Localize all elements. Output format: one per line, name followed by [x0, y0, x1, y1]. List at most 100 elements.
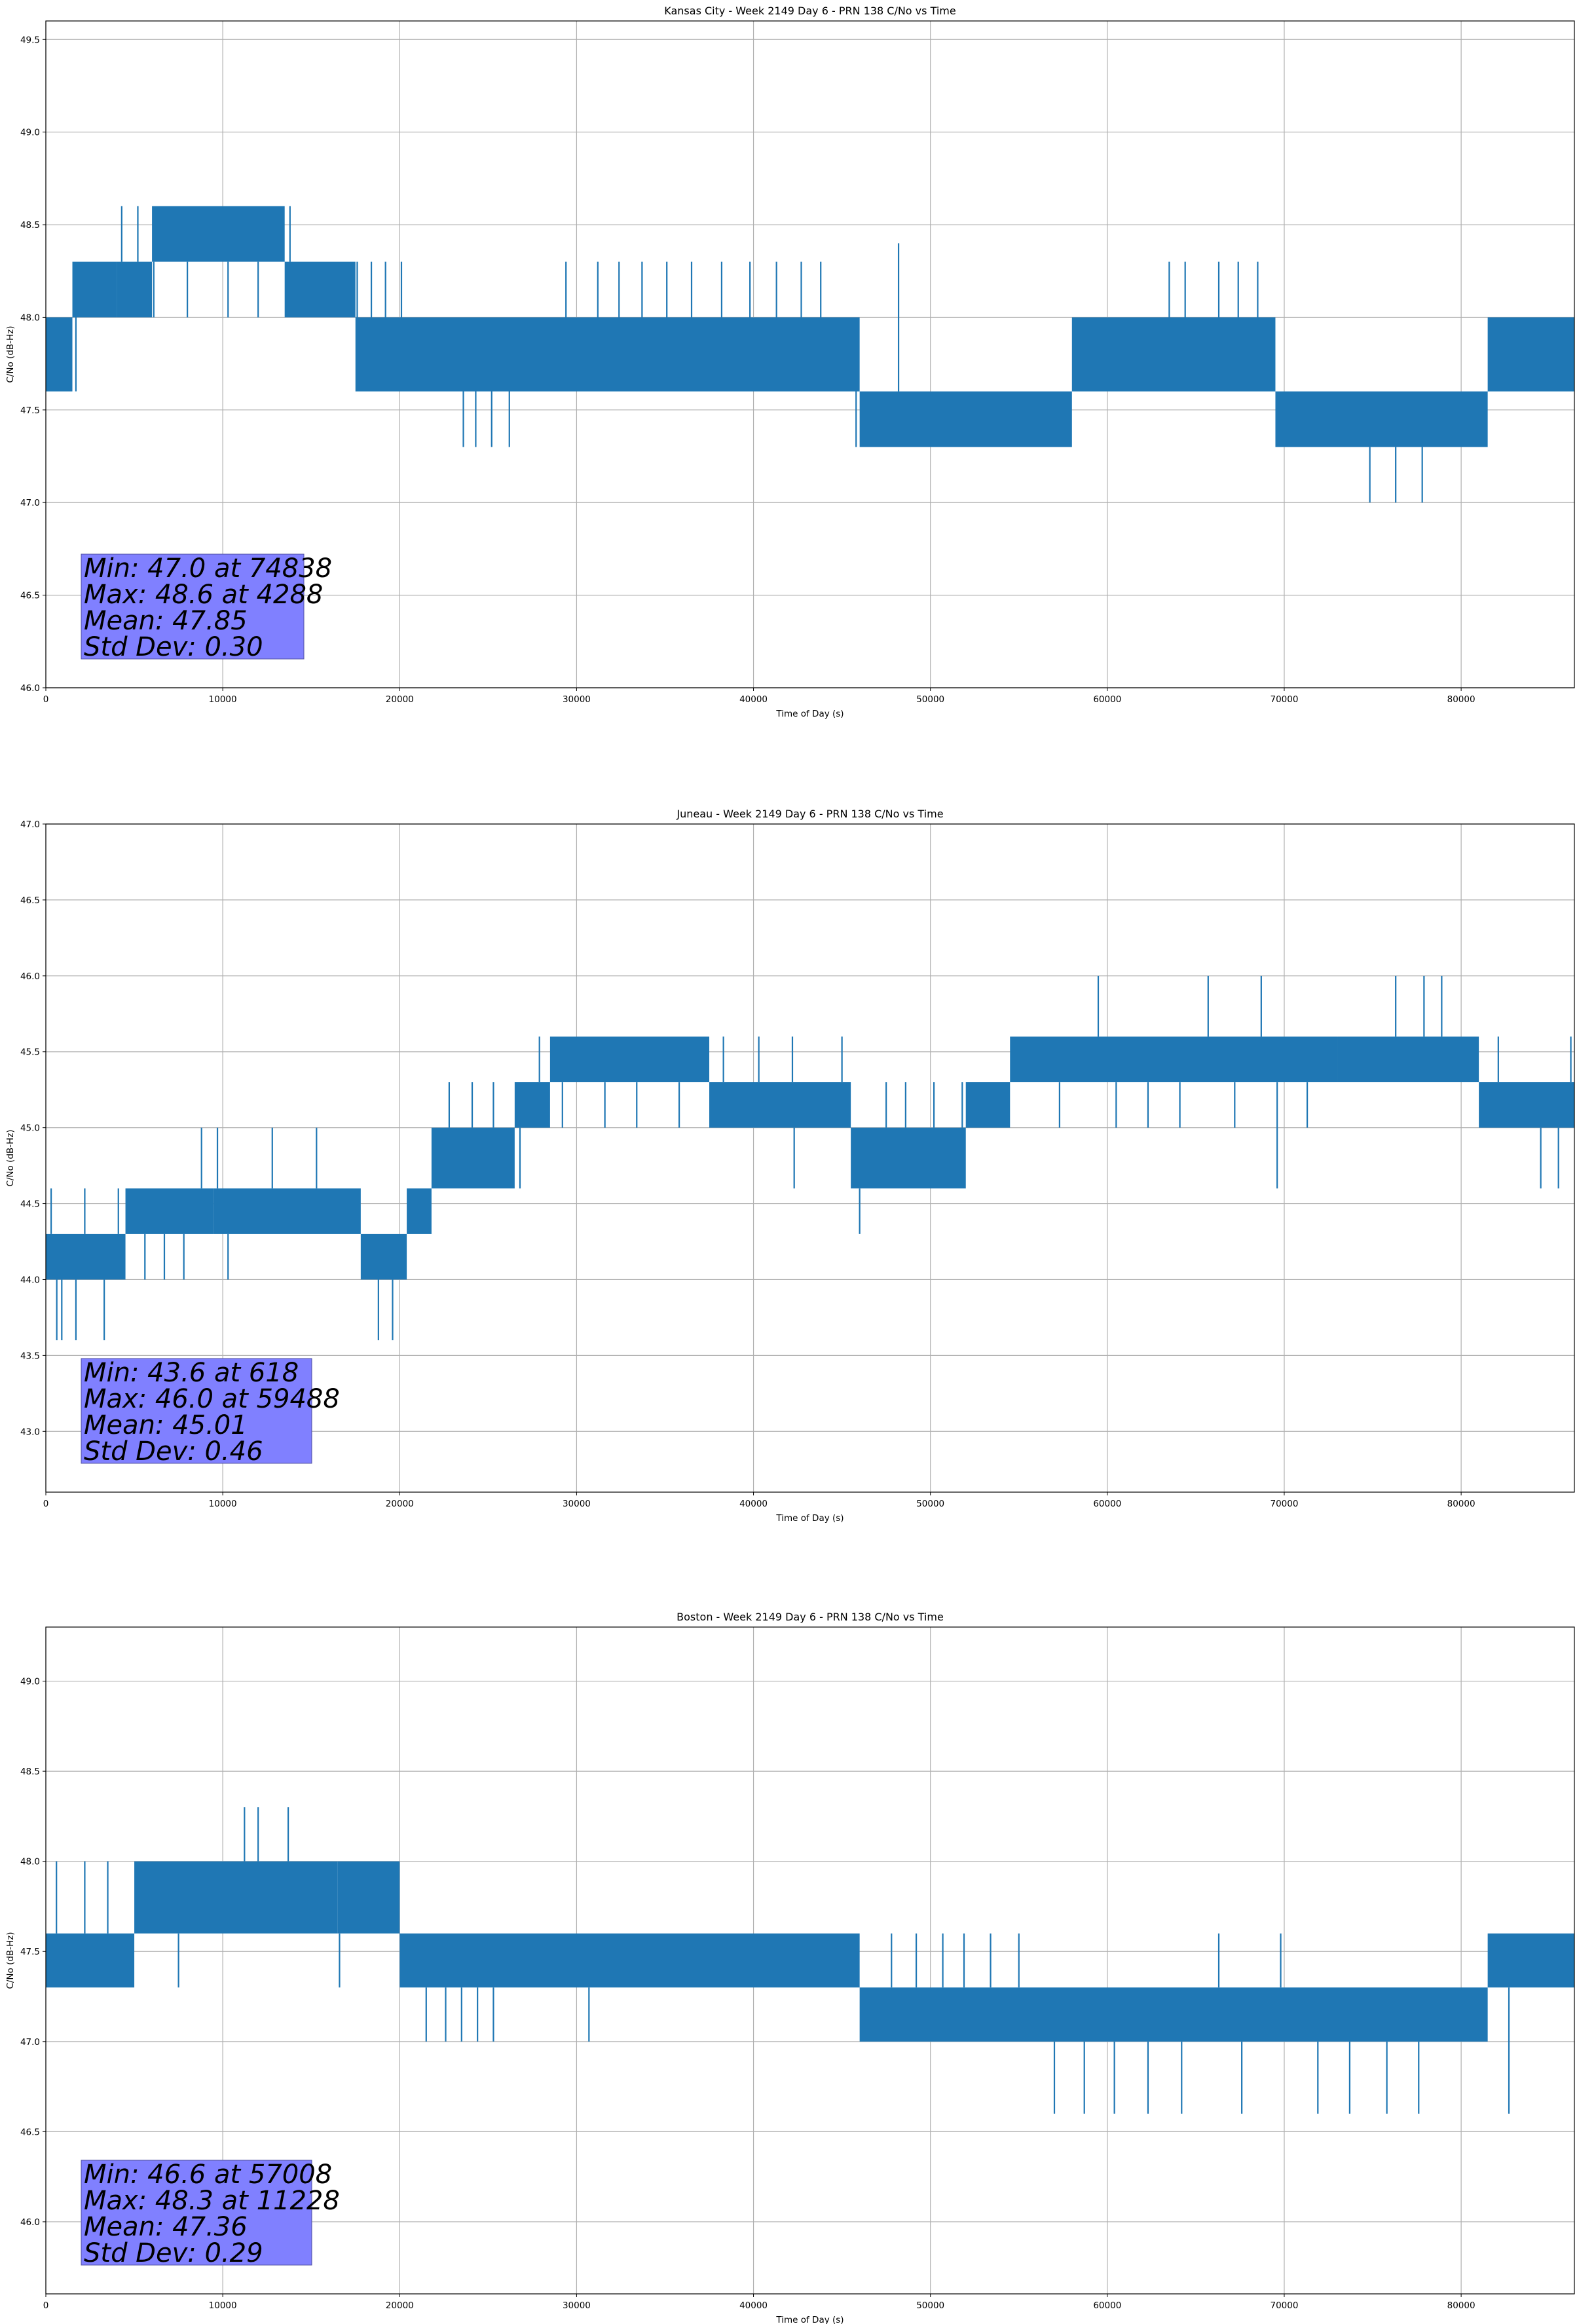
y-tick-label: 43.0	[20, 1427, 40, 1437]
series-band	[46, 317, 73, 392]
x-tick-label: 10000	[209, 694, 237, 705]
x-tick-label: 10000	[209, 2300, 237, 2311]
y-tick-label: 46.0	[20, 2217, 40, 2228]
x-tick-label: 70000	[1270, 694, 1298, 705]
x-tick-label: 50000	[916, 694, 944, 705]
series-band	[514, 1082, 550, 1128]
y-tick-label: 47.5	[20, 1947, 40, 1957]
y-tick-label: 49.5	[20, 35, 40, 45]
stats-line: Mean: 47.36	[84, 2212, 248, 2242]
stats-line: Max: 48.6 at 4288	[84, 580, 323, 610]
x-tick-label: 60000	[1093, 1499, 1121, 1509]
series-band	[1071, 317, 1276, 392]
y-tick-label: 46.5	[20, 895, 40, 906]
stats-line: Mean: 47.85	[84, 606, 248, 636]
y-tick-label: 43.5	[20, 1351, 40, 1361]
stats-line: Min: 46.6 at 57008	[84, 2160, 332, 2190]
series-band	[337, 1861, 400, 1934]
series-band	[360, 1233, 407, 1280]
series-band	[965, 1082, 1011, 1128]
stats-line: Std Dev: 0.29	[84, 2238, 263, 2268]
y-axis-label: C/No (dB-Hz)	[5, 1129, 16, 1186]
series-band	[125, 1188, 214, 1234]
series-band	[152, 206, 285, 262]
series-band	[134, 1861, 338, 1934]
series-band	[859, 391, 1072, 447]
x-axis-label: Time of Day (s)	[775, 2315, 844, 2324]
y-tick-label: 48.0	[20, 1857, 40, 1867]
series-band	[117, 261, 153, 318]
series-band	[1487, 317, 1574, 392]
y-tick-label: 48.5	[20, 1767, 40, 1777]
x-tick-label: 50000	[916, 2300, 944, 2311]
stats-line: Min: 47.0 at 74838	[84, 553, 332, 584]
series-band	[213, 1188, 361, 1234]
series-band	[1275, 391, 1488, 447]
stats-line: Max: 46.0 at 59488	[84, 1384, 340, 1414]
axes-frame	[45, 823, 1575, 1493]
series-band	[399, 1933, 860, 1988]
series-band	[1479, 1082, 1574, 1128]
y-tick-label: 44.0	[20, 1275, 40, 1285]
stats-line: Mean: 45.01	[84, 1410, 248, 1440]
axes-frame	[45, 20, 1575, 688]
stats-line: Max: 48.3 at 11228	[84, 2186, 340, 2216]
x-tick-label: 20000	[386, 1499, 414, 1509]
chart-panel: 0 10000 20000 30000 40000 50000 60000 70000 8000…	[5, 808, 1575, 1524]
series-band	[1010, 1036, 1338, 1083]
x-tick-label: 0	[43, 2300, 49, 2311]
x-tick-label: 30000	[563, 694, 591, 705]
data-series	[46, 206, 1574, 503]
series-band	[46, 1233, 126, 1280]
x-tick-label: 30000	[563, 1499, 591, 1509]
series-band	[1337, 1036, 1479, 1083]
chart-panel: 0 10000 20000 30000 40000 50000 60000 70000 8000…	[5, 5, 1575, 719]
y-tick-label: 49.0	[20, 128, 40, 138]
x-tick-label: 60000	[1093, 2300, 1121, 2311]
y-axis-label: C/No (dB-Hz)	[5, 1932, 16, 1989]
stats-line: Std Dev: 0.30	[84, 632, 263, 662]
y-tick-label: 44.5	[20, 1199, 40, 1210]
x-tick-label: 40000	[739, 2300, 768, 2311]
stats-box	[81, 553, 305, 660]
x-axis-label: Time of Day (s)	[775, 709, 844, 719]
chart-panel: 0 10000 20000 30000 40000 50000 60000 70000 8000…	[5, 1611, 1575, 2324]
stats-line: Std Dev: 0.46	[84, 1436, 263, 1467]
x-tick-label: 0	[43, 1499, 49, 1509]
y-tick-label: 46.0	[20, 971, 40, 982]
series-band	[709, 1082, 851, 1128]
series-band	[284, 261, 356, 318]
y-tick-label: 46.5	[20, 591, 40, 601]
stats-line: Min: 43.6 at 618	[84, 1358, 299, 1388]
x-tick-label: 30000	[563, 2300, 591, 2311]
x-tick-label: 40000	[739, 1499, 768, 1509]
x-tick-label: 80000	[1447, 2300, 1475, 2311]
x-tick-label: 20000	[386, 2300, 414, 2311]
axes-frame	[45, 1626, 1575, 2295]
x-tick-label: 0	[43, 694, 49, 705]
y-tick-label: 49.0	[20, 1677, 40, 1687]
x-tick-label: 70000	[1270, 2300, 1298, 2311]
series-band	[1487, 1933, 1574, 1988]
y-axis-label: C/No (dB-Hz)	[5, 326, 16, 383]
y-tick-label: 46.0	[20, 683, 40, 694]
series-band	[72, 261, 117, 318]
y-tick-label: 47.0	[20, 498, 40, 508]
chart-title: Kansas City - Week 2149 Day 6 - PRN 138 …	[664, 5, 955, 17]
y-tick-label: 45.0	[20, 1123, 40, 1134]
y-tick-label: 47.5	[20, 405, 40, 416]
x-tick-label: 10000	[209, 1499, 237, 1509]
y-tick-label: 48.0	[20, 312, 40, 323]
y-tick-label: 46.5	[20, 2127, 40, 2137]
chart-title: Boston - Week 2149 Day 6 - PRN 138 C/No …	[677, 1611, 944, 1623]
y-tick-label: 47.0	[20, 819, 40, 830]
x-tick-label: 40000	[739, 694, 768, 705]
x-tick-label: 80000	[1447, 1499, 1475, 1509]
x-axis-label: Time of Day (s)	[775, 1513, 844, 1524]
y-tick-label: 48.5	[20, 220, 40, 231]
x-tick-label: 20000	[386, 694, 414, 705]
series-band	[46, 1933, 135, 1988]
data-series	[46, 975, 1574, 1341]
y-tick-label: 47.0	[20, 2037, 40, 2048]
